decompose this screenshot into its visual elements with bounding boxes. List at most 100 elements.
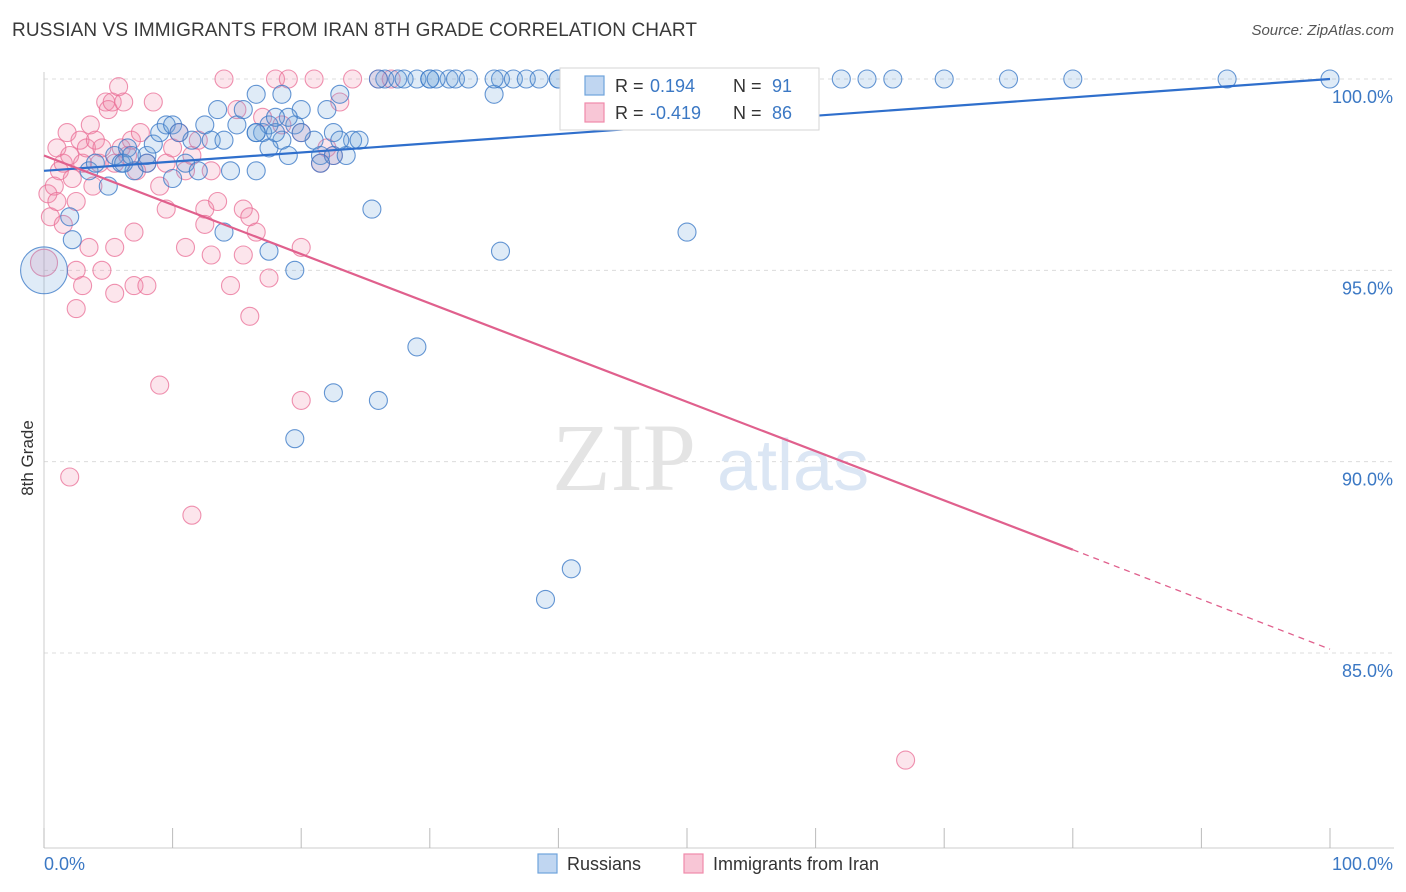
iran-point — [896, 750, 916, 770]
y-tick-label: 85.0% — [1342, 661, 1393, 681]
iran-point — [246, 222, 266, 242]
russians-point — [317, 100, 337, 120]
russians-point — [163, 115, 183, 135]
iran-trend-line-extrapolated — [1072, 549, 1331, 650]
legend-label-russians: Russians — [567, 854, 641, 874]
stats-blue-r-value: 0.194 — [650, 76, 695, 96]
iran-point — [111, 138, 131, 158]
iran-point — [208, 191, 228, 212]
russians-point — [420, 69, 440, 89]
russians-point — [561, 559, 581, 579]
russians-point — [998, 69, 1019, 89]
russians-point — [246, 123, 266, 143]
y-tick-label: 100.0% — [1332, 87, 1393, 107]
russians-point — [20, 246, 68, 295]
iran-point — [233, 245, 253, 265]
iran-point — [137, 276, 157, 296]
stats-blue-r-label: R = — [615, 76, 644, 96]
legend-swatch-russians — [537, 853, 558, 874]
watermark: ZIP atlas — [552, 404, 869, 511]
y-axis-label: 8th Grade — [18, 420, 37, 496]
russians-point — [857, 69, 877, 89]
iran-point — [175, 237, 196, 257]
russians-point — [330, 84, 350, 104]
iran-point — [83, 176, 103, 196]
legend-label-iran: Immigrants from Iran — [713, 854, 879, 874]
russians-point — [291, 123, 311, 143]
iran-point — [85, 130, 105, 150]
russians-point — [278, 145, 298, 166]
russians-point — [484, 84, 504, 104]
russians-point — [484, 69, 504, 89]
russians-point — [368, 69, 388, 89]
iran-point — [233, 199, 253, 219]
russians-point — [214, 222, 234, 242]
iran-point — [53, 214, 73, 234]
iran-point — [124, 222, 144, 242]
russians-point — [182, 130, 202, 150]
russians-point — [323, 123, 343, 143]
russians-point — [285, 260, 305, 280]
iran-point — [227, 100, 247, 120]
russians-point — [407, 337, 427, 357]
iran-point — [62, 168, 82, 189]
iran-point — [220, 276, 241, 296]
russians-point — [677, 222, 697, 242]
stats-pink-n-label: N = — [733, 103, 762, 123]
russians-point — [85, 153, 105, 173]
russians-point — [246, 84, 266, 104]
iran-point — [130, 123, 150, 143]
iran-point — [259, 268, 279, 288]
russians-point — [114, 153, 134, 173]
x-tick-label-max: 100.0% — [1332, 854, 1393, 874]
russians-point — [246, 161, 266, 181]
iran-point — [240, 306, 260, 326]
iran-point — [29, 248, 59, 277]
russians-point — [310, 153, 331, 173]
russians-point — [233, 100, 253, 120]
russians-point — [349, 130, 369, 150]
x-tick-label-min: 0.0% — [44, 854, 85, 874]
russians-point — [285, 429, 305, 449]
iran-point — [182, 505, 202, 525]
russians-point — [458, 69, 478, 89]
russians-point — [188, 161, 208, 181]
russians-point — [388, 69, 408, 89]
russians-point — [272, 84, 292, 104]
source-label: Source: ZipAtlas.com — [1251, 22, 1394, 39]
stats-swatch-blue — [584, 75, 605, 96]
iran-point — [143, 92, 163, 112]
y-tick-label: 90.0% — [1342, 470, 1393, 490]
russians-point — [362, 199, 382, 219]
iran-point — [80, 115, 100, 135]
iran-point — [109, 77, 129, 97]
legend-swatch-iran — [683, 853, 704, 874]
russians-point — [426, 69, 446, 89]
y-tick-labels: 85.0% 90.0% 95.0% 100.0% — [1332, 87, 1393, 681]
stats-blue-n-value: 91 — [772, 76, 792, 96]
iran-point — [105, 237, 125, 257]
gridlines — [44, 78, 1394, 654]
russians-point — [535, 589, 556, 609]
iran-point — [60, 467, 80, 487]
watermark-atlas: atlas — [717, 426, 869, 506]
russians-point — [60, 207, 80, 227]
russians-point — [323, 383, 343, 403]
iran-point — [291, 390, 311, 410]
russians-point — [529, 69, 549, 89]
iran-point — [44, 176, 64, 196]
stats-pink-r-label: R = — [615, 103, 644, 123]
iran-trend-line — [43, 154, 1074, 551]
chart-title: RUSSIAN VS IMMIGRANTS FROM IRAN 8TH GRAD… — [12, 20, 698, 41]
iran-point — [201, 245, 221, 265]
iran-point — [70, 130, 90, 150]
russians-point — [1063, 69, 1083, 89]
iran-point — [214, 69, 234, 89]
series-iran-points — [29, 69, 916, 770]
x-axis-ticks — [43, 828, 1331, 848]
russians-point — [214, 130, 234, 150]
iran-point — [304, 69, 324, 89]
stats-swatch-pink — [584, 102, 605, 123]
stats-box: R = 0.194 N = 91 R = -0.419 N = 86 — [559, 67, 820, 131]
